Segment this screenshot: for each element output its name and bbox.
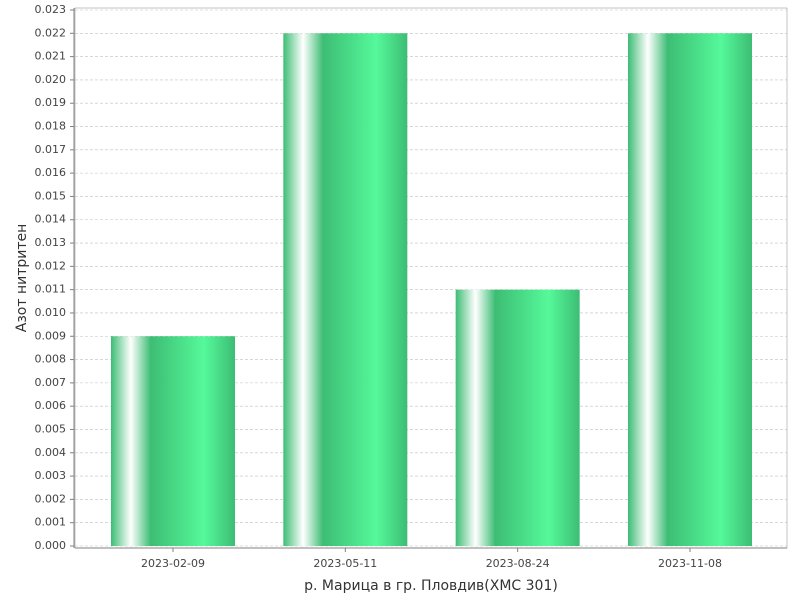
y-tick-label: 0.010 bbox=[35, 306, 67, 319]
y-tick-label: 0.000 bbox=[35, 539, 67, 552]
y-tick-label: 0.002 bbox=[35, 492, 67, 505]
y-tick-label: 0.016 bbox=[35, 166, 67, 179]
y-tick-label: 0.007 bbox=[35, 376, 67, 389]
y-tick-label: 0.005 bbox=[35, 422, 67, 435]
x-axis-title: р. Марица в гр. Пловдив(ХМС 301) bbox=[304, 578, 558, 594]
x-tick-label: 2023-02-09 bbox=[141, 557, 205, 570]
y-tick-label: 0.009 bbox=[35, 329, 67, 342]
y-tick-label: 0.012 bbox=[35, 259, 67, 272]
y-tick-label: 0.014 bbox=[35, 213, 67, 226]
bar bbox=[628, 33, 752, 547]
y-tick-label: 0.019 bbox=[35, 96, 67, 109]
x-tick-label: 2023-08-24 bbox=[486, 557, 550, 570]
bar bbox=[111, 336, 235, 546]
y-tick-label: 0.017 bbox=[35, 143, 67, 156]
y-tick-label: 0.022 bbox=[35, 26, 67, 39]
y-tick-label: 0.004 bbox=[35, 446, 67, 459]
y-tick-label: 0.015 bbox=[35, 189, 67, 202]
y-tick-label: 0.001 bbox=[35, 516, 67, 529]
y-axis-title: Азот нитритен bbox=[14, 224, 30, 333]
x-tick-label: 2023-11-08 bbox=[658, 557, 722, 570]
y-tick-label: 0.018 bbox=[35, 120, 67, 133]
y-tick-label: 0.011 bbox=[35, 283, 67, 296]
x-tick-label: 2023-05-11 bbox=[313, 557, 377, 570]
y-tick-label: 0.013 bbox=[35, 236, 67, 249]
y-tick-label: 0.006 bbox=[35, 399, 67, 412]
y-tick-label: 0.023 bbox=[35, 3, 67, 16]
y-tick-label: 0.020 bbox=[35, 73, 67, 86]
bar bbox=[455, 289, 580, 546]
y-tick-label: 0.003 bbox=[35, 469, 67, 482]
y-tick-label: 0.008 bbox=[35, 353, 67, 366]
bar bbox=[283, 33, 408, 547]
y-tick-label: 0.021 bbox=[35, 50, 67, 63]
